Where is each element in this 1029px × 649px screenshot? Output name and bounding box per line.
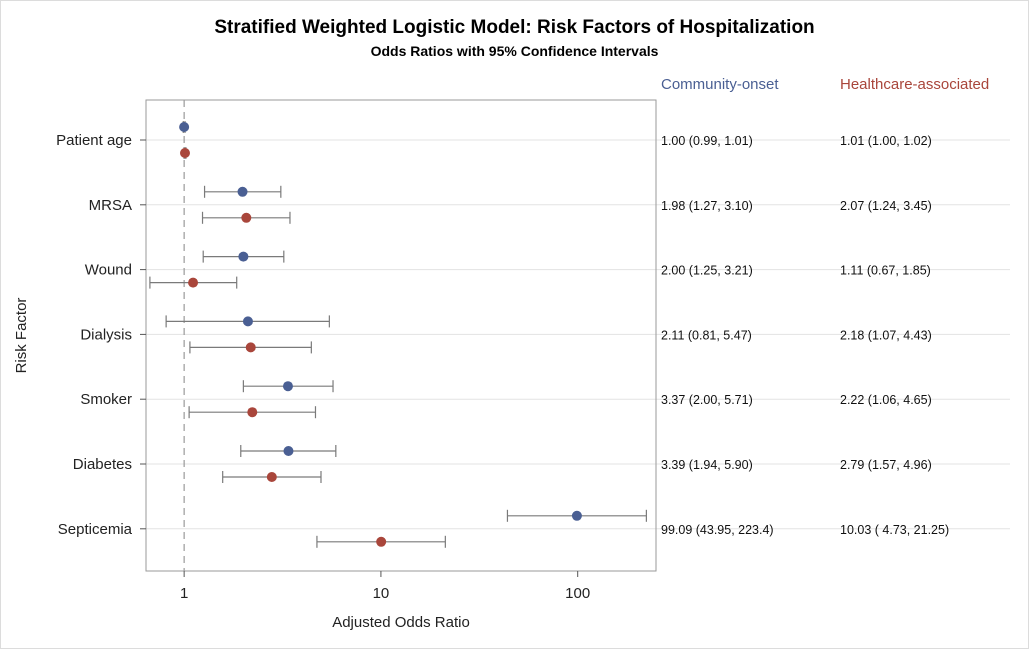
chart-title: Stratified Weighted Logistic Model: Risk… <box>214 17 815 38</box>
or-point <box>242 316 253 327</box>
stat-label: 10.03 ( 4.73, 21.25) <box>840 523 949 537</box>
stat-label: 3.37 (2.00, 5.71) <box>661 393 753 407</box>
stat-label: 1.11 (0.67, 1.85) <box>840 264 931 278</box>
or-point <box>188 277 199 288</box>
y-axis-label: Risk Factor <box>13 298 30 374</box>
legend-header-community-onset: Community-onset <box>661 76 779 93</box>
or-point <box>245 342 256 353</box>
or-point <box>247 407 258 418</box>
x-tick-label: 1 <box>180 585 188 602</box>
y-tick-label: Wound <box>85 262 132 279</box>
or-point <box>241 212 252 223</box>
stat-label: 2.11 (0.81, 5.47) <box>661 328 752 342</box>
or-point <box>282 381 293 392</box>
stat-label: 1.98 (1.27, 3.10) <box>661 199 753 213</box>
or-point <box>179 148 190 158</box>
stat-label: 2.00 (1.25, 3.21) <box>661 264 753 278</box>
stat-label: 1.00 (0.99, 1.01) <box>661 134 753 148</box>
plot-area-border <box>145 99 657 572</box>
or-point <box>376 536 387 547</box>
y-tick-label: Patient age <box>56 132 132 149</box>
or-point <box>283 446 294 456</box>
y-tick-label: Dialysis <box>80 326 132 343</box>
stat-label: 1.01 (1.00, 1.02) <box>840 134 932 148</box>
x-axis-label: Adjusted Odds Ratio <box>332 614 470 631</box>
stat-label: 2.18 (1.07, 4.43) <box>840 328 932 342</box>
or-point <box>238 251 249 262</box>
stat-label: 2.79 (1.57, 4.96) <box>840 458 932 472</box>
x-tick-label: 10 <box>373 585 390 602</box>
stat-label: 3.39 (1.94, 5.90) <box>661 458 753 472</box>
y-tick-label: MRSA <box>89 197 132 214</box>
or-point <box>266 472 277 482</box>
or-point <box>179 122 190 132</box>
y-tick-label: Septicemia <box>58 521 133 538</box>
stat-label: 2.22 (1.06, 4.65) <box>840 393 932 407</box>
x-tick-label: 100 <box>565 585 590 602</box>
legend-header-healthcare-associated: Healthcare-associated <box>840 76 989 93</box>
y-tick-label: Diabetes <box>73 456 132 473</box>
stat-label: 99.09 (43.95, 223.4) <box>661 523 774 537</box>
chart-subtitle: Odds Ratios with 95% Confidence Interval… <box>370 43 659 59</box>
y-tick-label: Smoker <box>80 391 132 408</box>
or-point <box>237 186 248 197</box>
or-point <box>571 510 582 521</box>
stat-label: 2.07 (1.24, 3.45) <box>840 199 932 213</box>
